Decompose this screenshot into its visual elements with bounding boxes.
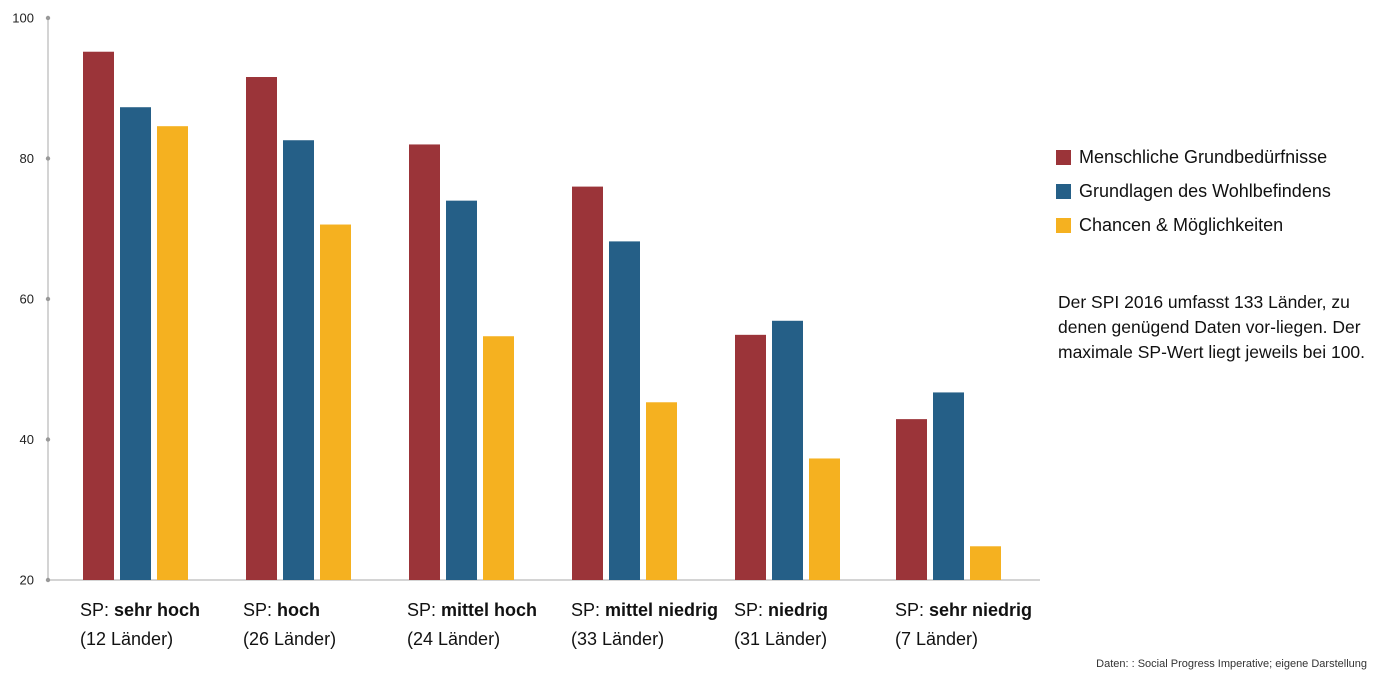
category-label: SP: sehr niedrig (7 Länder) (895, 600, 1033, 649)
legend-item: Chancen & Möglichkeiten (1056, 208, 1331, 242)
bar (283, 140, 314, 581)
bar (409, 144, 440, 580)
y-tick-label: 20 (20, 573, 34, 588)
legend-label: Grundlagen des Wohlbefindens (1079, 180, 1331, 201)
annotation-note: Der SPI 2016 umfasst 133 Länder, zu dene… (1058, 292, 1366, 362)
y-tick-mark (45, 577, 51, 583)
bar (970, 546, 1001, 580)
legend-swatch-wohlbefinden (1056, 183, 1071, 199)
bar (809, 458, 840, 580)
source-credit: Daten: : Social Progress Imperative; eig… (1096, 658, 1367, 670)
bar (772, 320, 803, 580)
y-tick-label: 40 (20, 432, 34, 447)
y-tick-label: 100 (12, 11, 34, 26)
bar (572, 186, 603, 580)
bar (446, 200, 477, 580)
bar (609, 241, 640, 580)
bar (933, 392, 964, 580)
bar (896, 419, 927, 580)
bars-group (83, 51, 1001, 581)
bar (157, 126, 188, 580)
bar (735, 334, 766, 580)
bar (120, 107, 151, 580)
legend-label: Menschliche Grundbedürfnisse (1079, 146, 1328, 167)
y-tick-mark (45, 296, 51, 302)
legend-item: Grundlagen des Wohlbefindens (1056, 174, 1331, 208)
category-label: SP: niedrig (31 Länder) (734, 600, 829, 649)
legend-swatch-chancen (1056, 217, 1071, 233)
y-tick-label: 80 (20, 151, 34, 166)
y-tick-mark (45, 437, 51, 442)
y-tick-mark (45, 156, 51, 161)
y-tick-mark (45, 15, 51, 21)
bar (320, 224, 351, 580)
legend-label: Chancen & Möglichkeiten (1079, 214, 1284, 235)
category-label: SP: mittel niedrig (33 Länder) (571, 600, 719, 649)
y-axis: 20 40 60 80 100 (12, 11, 1040, 588)
legend: Menschliche Grundbedürfnisse Grundlagen … (1056, 140, 1331, 242)
bar (646, 402, 677, 580)
category-label: SP: hoch (26 Länder) (243, 600, 337, 649)
bar (483, 336, 514, 580)
category-label: SP: mittel hoch (24 Länder) (407, 600, 538, 649)
category-label: SP: sehr hoch (12 Länder) (80, 600, 201, 649)
legend-swatch-grundbeduerfnisse (1056, 149, 1071, 165)
bar (83, 51, 114, 581)
bar (246, 77, 277, 580)
legend-item: Menschliche Grundbedürfnisse (1056, 140, 1331, 174)
y-tick-label: 60 (20, 292, 34, 307)
